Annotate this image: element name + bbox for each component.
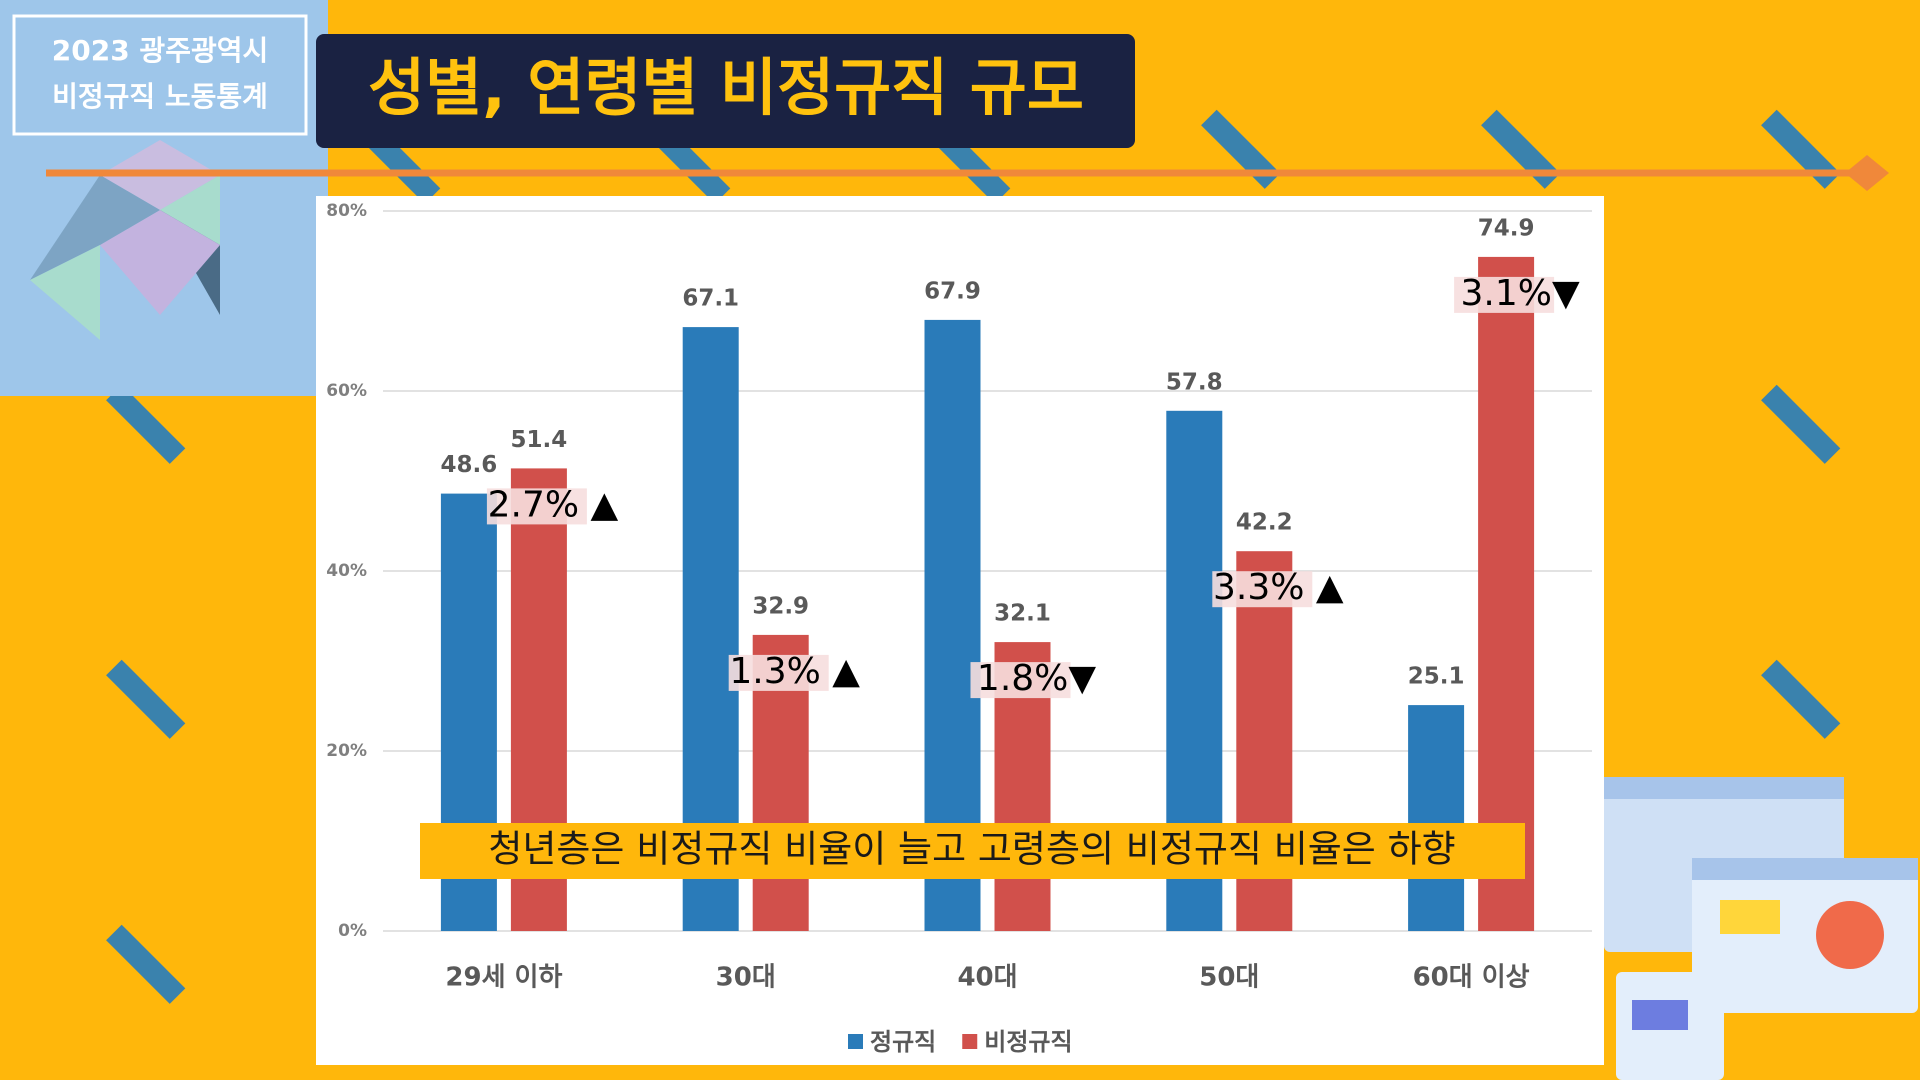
bar <box>1408 705 1465 931</box>
legend-swatch <box>962 1034 978 1049</box>
caption-box <box>420 823 1525 879</box>
value-label: 32.1 <box>994 601 1051 627</box>
x-tick-label: 40대 <box>957 963 1017 993</box>
bar <box>1478 256 1535 931</box>
slide-title: 성별, 연령별 비정규직 규모 <box>368 51 1084 124</box>
x-tick-label: 60대 이상 <box>1413 963 1530 993</box>
value-label: 67.9 <box>924 278 981 304</box>
y-tick-label: 40% <box>326 561 367 581</box>
value-label: 25.1 <box>1408 664 1465 690</box>
value-label: 32.9 <box>752 593 809 619</box>
value-label: 74.9 <box>1478 215 1535 241</box>
change-annotation: 3.1%▼ <box>1461 273 1580 314</box>
change-annotation: 1.8%▼ <box>977 658 1096 699</box>
annotation-bg <box>1454 276 1555 313</box>
legend-swatch <box>848 1034 863 1049</box>
window-decor <box>1604 777 1918 1080</box>
x-tick-label: 29세 이하 <box>445 963 562 993</box>
header-box <box>12 14 308 136</box>
change-annotation: 3.3% ▲ <box>1213 567 1344 608</box>
header-line2: 비정규직 노동통계 <box>52 80 268 113</box>
caption: 청년층은 비정규직 비율이 늘고 고령층의 비정규직 비율은 하향 <box>488 828 1455 871</box>
value-label: 57.8 <box>1166 369 1223 395</box>
annotation-bg <box>486 488 587 525</box>
legend-label: 비정규직 <box>984 1028 1072 1056</box>
divider-end <box>1845 155 1889 191</box>
x-tick-label: 50대 <box>1199 963 1259 993</box>
change-annotation: 2.7% ▲ <box>488 484 619 525</box>
annotation-bg <box>970 662 1071 699</box>
annotation-bg <box>728 654 829 691</box>
y-tick-label: 0% <box>338 921 367 941</box>
value-label: 48.6 <box>441 452 498 478</box>
change-annotation: 1.3% ▲ <box>729 651 860 692</box>
legend-label: 정규직 <box>870 1028 936 1056</box>
pencil-decor <box>106 109 1841 1004</box>
plot: 0% 20% 40% 60% 80% 29세 이하 48.6 51.4 30대 67.1 32.9 4… <box>326 201 1592 1056</box>
value-label: 67.1 <box>682 286 739 312</box>
annotation-bg <box>1212 571 1313 608</box>
y-tick-label: 60% <box>326 381 367 401</box>
title-box <box>316 34 1135 148</box>
x-tick-label: 30대 <box>716 963 776 993</box>
y-tick-label: 20% <box>326 741 367 761</box>
value-label: 51.4 <box>511 427 568 453</box>
y-tick-label: 80% <box>326 201 367 221</box>
header-line1: 2023 광주광역시 <box>52 34 268 67</box>
value-label: 42.2 <box>1236 510 1293 536</box>
